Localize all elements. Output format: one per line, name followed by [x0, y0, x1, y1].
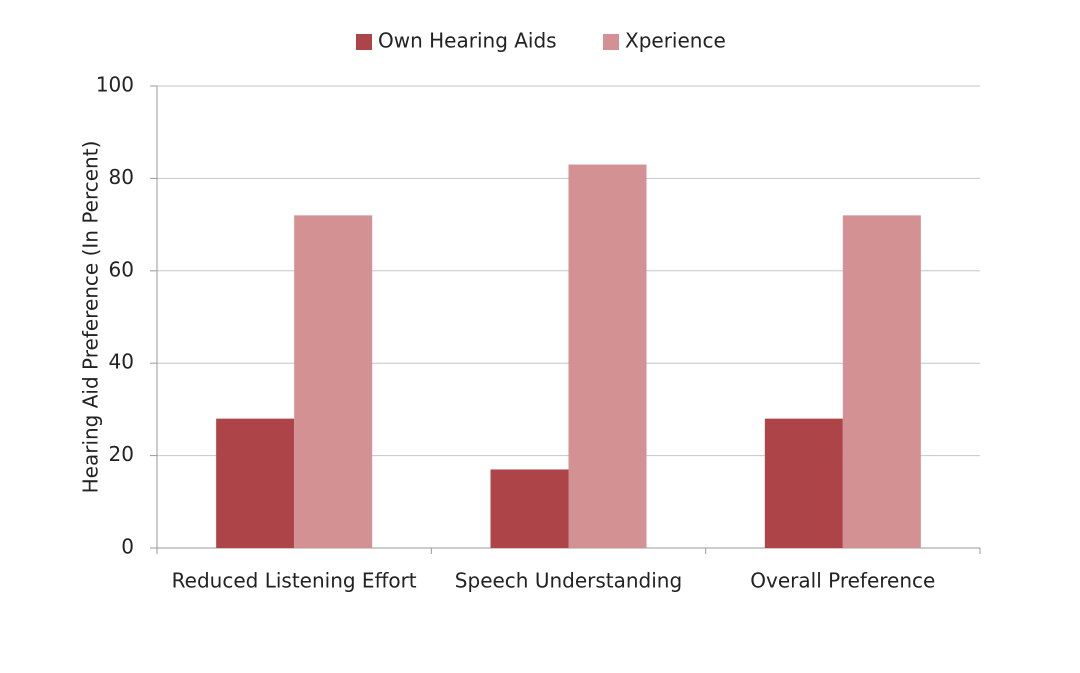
y-tick-label: 0	[121, 535, 134, 559]
y-tick-label: 20	[109, 442, 134, 466]
y-tick-label: 40	[109, 350, 134, 374]
x-tick-label: Overall Preference	[750, 569, 935, 593]
y-axis-label: Hearing Aid Preference (In Percent)	[79, 141, 103, 494]
bar	[490, 469, 569, 548]
y-tick-label: 60	[109, 257, 134, 281]
bar	[294, 215, 373, 549]
legend-label: Own Hearing Aids	[378, 29, 557, 53]
legend-swatch	[356, 34, 372, 50]
bar	[216, 418, 295, 548]
x-tick-label: Speech Understanding	[455, 569, 682, 593]
legend-swatch	[603, 34, 619, 50]
y-tick-label: 100	[96, 73, 134, 97]
bar	[568, 164, 647, 549]
legend-label: Xperience	[625, 29, 726, 53]
bar	[764, 418, 843, 548]
y-tick-label: 80	[109, 165, 134, 189]
bar	[842, 215, 921, 549]
x-tick-label: Reduced Listening Effort	[172, 569, 417, 593]
